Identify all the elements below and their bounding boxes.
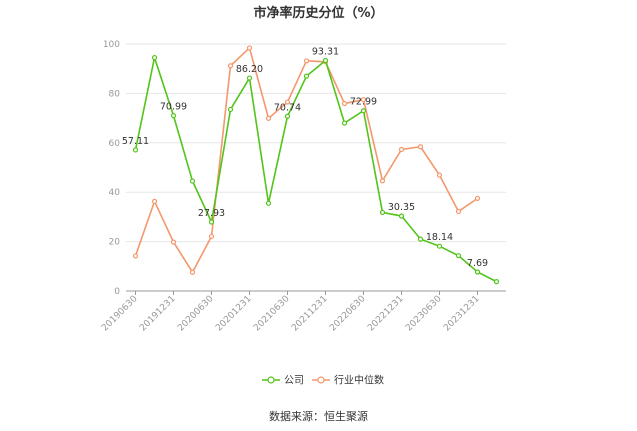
x-tick-label: 20220630: [328, 294, 368, 334]
series-1-point: [398, 146, 405, 153]
y-tick-label: 60: [109, 139, 121, 149]
legend-label: 行业中位数: [334, 374, 384, 387]
series-0-point: [455, 253, 462, 259]
series-1-point: [284, 99, 291, 105]
chart-title: 市净率历史分位（%）: [253, 6, 384, 21]
data-label: 70.74: [274, 102, 301, 113]
y-tick-label: 0: [114, 287, 120, 297]
series-line-0: [134, 54, 497, 283]
series-1-point: [208, 233, 215, 240]
series-1-point: [189, 269, 196, 275]
series-0-point: [170, 113, 177, 119]
series-0-point: [246, 75, 253, 81]
y-tick-label: 20: [109, 238, 121, 248]
x-tick-label: 20210630: [252, 294, 292, 334]
data-label: 86.20: [236, 64, 263, 75]
x-tick-label: 20201231: [214, 294, 253, 333]
series-1-point: [246, 45, 253, 51]
data-source: 数据来源：恒生聚源: [269, 410, 368, 423]
data-label: 93.31: [312, 47, 339, 58]
series-0-point: [151, 54, 158, 61]
data-label: 7.69: [467, 258, 488, 269]
x-tick-label: 20230630: [404, 294, 444, 334]
legend-marker-1: [317, 376, 325, 384]
legend-marker-0: [267, 376, 275, 384]
series-1-point: [227, 63, 234, 69]
series-0-point: [189, 178, 196, 184]
x-tick-label: 20221231: [366, 294, 405, 333]
series-0-point: [322, 57, 329, 64]
y-tick-label: 40: [109, 188, 121, 198]
data-label: 30.35: [388, 202, 415, 213]
series-0-point: [379, 209, 386, 216]
series-0-point: [398, 213, 405, 219]
x-tick-label: 20211231: [290, 294, 329, 333]
series-1-point: [132, 253, 139, 259]
series-1-point: [455, 208, 462, 215]
series-1-point: [170, 239, 177, 245]
data-label: 70.99: [160, 102, 187, 113]
series-1-point: [151, 198, 158, 204]
series-0-point: [303, 73, 310, 79]
series-0-point: [284, 113, 291, 119]
data-label: 57.11: [122, 136, 149, 147]
y-tick-label: 80: [109, 89, 121, 99]
series-1-point: [474, 195, 481, 201]
series-1-point: [379, 178, 386, 184]
data-label: 18.14: [426, 232, 453, 243]
data-label: 72.99: [350, 97, 377, 108]
series-0-point: [493, 279, 500, 285]
series-0-point: [474, 269, 481, 275]
series-1-point: [303, 58, 310, 64]
series-0-point: [341, 120, 348, 126]
legend-label: 公司: [284, 376, 304, 387]
x-tick-label: 20191231: [138, 294, 177, 333]
series-0-point: [265, 200, 272, 206]
series-0-point: [417, 236, 424, 242]
series-0-point: [436, 243, 443, 249]
series-0-point: [132, 147, 139, 153]
y-tick-label: 100: [103, 40, 120, 50]
x-tick-label: 20231231: [442, 294, 481, 333]
series-1-point: [265, 115, 272, 121]
data-label: 27.93: [198, 208, 225, 219]
series-0-point: [208, 219, 215, 225]
series-1-point: [417, 144, 424, 150]
series-1-point: [341, 100, 348, 107]
series-0-point: [360, 108, 367, 114]
x-tick-label: 20190630: [100, 294, 140, 334]
x-tick-label: 20200630: [176, 294, 216, 334]
series-1-point: [436, 172, 443, 178]
series-1-point: [360, 96, 367, 103]
series-0-point: [227, 106, 234, 113]
